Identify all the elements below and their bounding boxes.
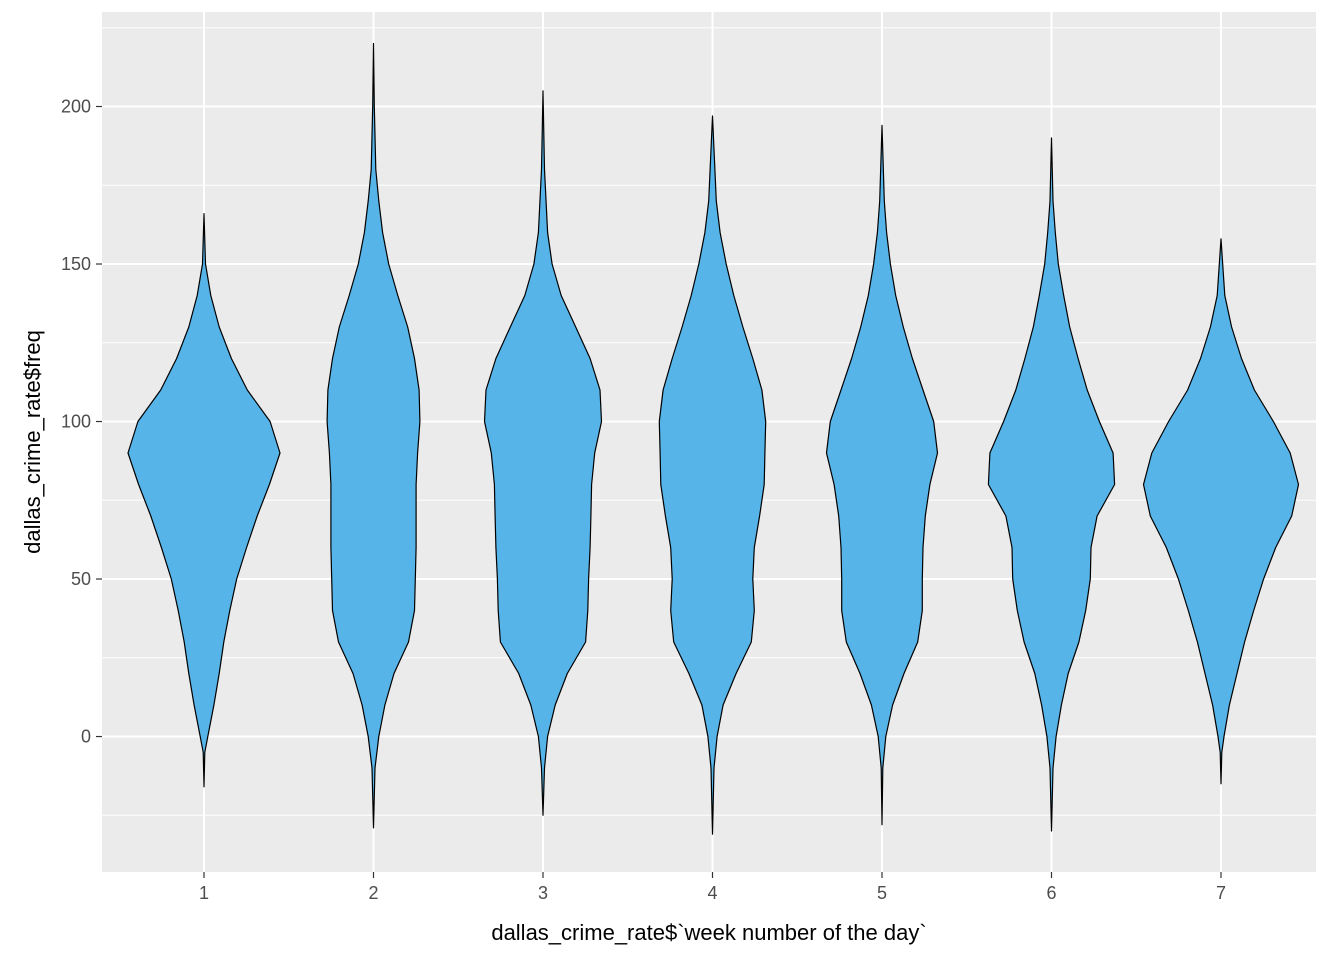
- y-tick-label: 50: [71, 569, 91, 589]
- x-tick-label: 1: [199, 883, 209, 903]
- x-tick-label: 3: [538, 883, 548, 903]
- x-tick-label: 5: [877, 883, 887, 903]
- y-tick-label: 200: [61, 97, 91, 117]
- violin-6: [987, 137, 1116, 832]
- violins: [127, 42, 1300, 835]
- violin-2: [326, 42, 421, 829]
- y-tick-label: 150: [61, 254, 91, 274]
- x-axis: 1 2 3 4 5 6 7: [199, 872, 1226, 903]
- violin-5: [825, 124, 939, 826]
- violin-3: [483, 90, 603, 816]
- y-tick-label: 100: [61, 412, 91, 432]
- x-tick-label: 2: [368, 883, 378, 903]
- x-axis-title: dallas_crime_rate$`week number of the da…: [491, 920, 926, 945]
- x-tick-label: 7: [1216, 883, 1226, 903]
- y-tick-label: 0: [81, 727, 91, 747]
- violin-1: [127, 213, 281, 788]
- x-tick-label: 6: [1046, 883, 1056, 903]
- y-axis: 0 50 100 150 200: [61, 97, 102, 747]
- y-axis-title: dallas_crime_rate$freq: [20, 330, 45, 554]
- x-tick-label: 4: [707, 883, 717, 903]
- violin-4: [658, 115, 767, 835]
- violin-7: [1142, 238, 1300, 785]
